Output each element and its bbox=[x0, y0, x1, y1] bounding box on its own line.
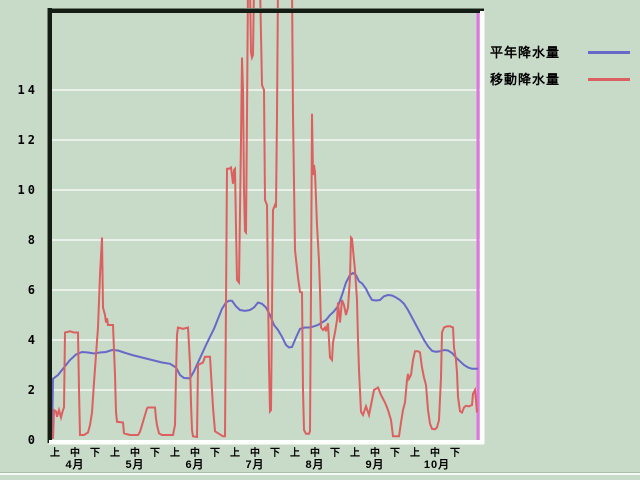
x-month-label: 10月 bbox=[423, 459, 451, 471]
x-period-label: 上 bbox=[170, 448, 180, 459]
x-month-label: 9月 bbox=[365, 459, 385, 471]
y-tick-label: 14 bbox=[17, 83, 38, 97]
x-period-label: 上 bbox=[50, 448, 60, 459]
x-period-label: 中 bbox=[250, 448, 260, 459]
x-period-label: 中 bbox=[370, 448, 380, 459]
x-period-label: 中 bbox=[130, 448, 140, 459]
x-period-label: 中 bbox=[70, 448, 80, 459]
x-period-label: 下 bbox=[270, 448, 280, 459]
idou-series-line bbox=[52, 0, 478, 439]
y-tick-label: 12 bbox=[17, 133, 38, 147]
x-period-label: 下 bbox=[90, 448, 100, 459]
y-tick-label: 6 bbox=[27, 283, 38, 297]
x-period-label: 下 bbox=[390, 448, 400, 459]
x-month-label: 4月 bbox=[65, 459, 85, 471]
x-period-label: 下 bbox=[150, 448, 160, 459]
y-tick-label: 10 bbox=[17, 183, 38, 197]
x-period-label: 上 bbox=[350, 448, 360, 459]
x-period-label: 上 bbox=[230, 448, 240, 459]
y-tick-label: 0 bbox=[27, 433, 38, 447]
x-month-label: 8月 bbox=[305, 459, 325, 471]
x-period-label: 上 bbox=[290, 448, 300, 459]
heinen-series-line bbox=[51, 271, 478, 439]
x-period-label: 上 bbox=[410, 448, 420, 459]
legend-item-idou: 移動降水量 bbox=[490, 69, 636, 96]
y-tick-label: 8 bbox=[27, 233, 38, 247]
legend: 平年降水量 移動降水量 bbox=[490, 42, 636, 96]
x-month-label: 5月 bbox=[125, 459, 145, 471]
legend-label-idou: 移動降水量 bbox=[490, 72, 561, 87]
x-month-label: 6月 bbox=[185, 459, 205, 471]
x-period-label: 中 bbox=[190, 448, 200, 459]
legend-item-heinen: 平年降水量 bbox=[490, 42, 636, 69]
x-period-label: 下 bbox=[210, 448, 220, 459]
legend-label-heinen: 平年降水量 bbox=[490, 45, 561, 60]
legend-line-sample-red bbox=[588, 78, 630, 81]
x-month-label: 7月 bbox=[245, 459, 265, 471]
panel-bottom-groove bbox=[0, 472, 640, 475]
x-period-label: 中 bbox=[310, 448, 320, 459]
x-period-label: 上 bbox=[110, 448, 120, 459]
y-tick-label: 4 bbox=[27, 333, 38, 347]
x-period-label: 中 bbox=[430, 448, 440, 459]
legend-line-sample-blue bbox=[588, 51, 630, 54]
x-period-label: 下 bbox=[450, 448, 460, 459]
y-tick-label: 2 bbox=[27, 383, 38, 397]
x-period-label: 下 bbox=[330, 448, 340, 459]
